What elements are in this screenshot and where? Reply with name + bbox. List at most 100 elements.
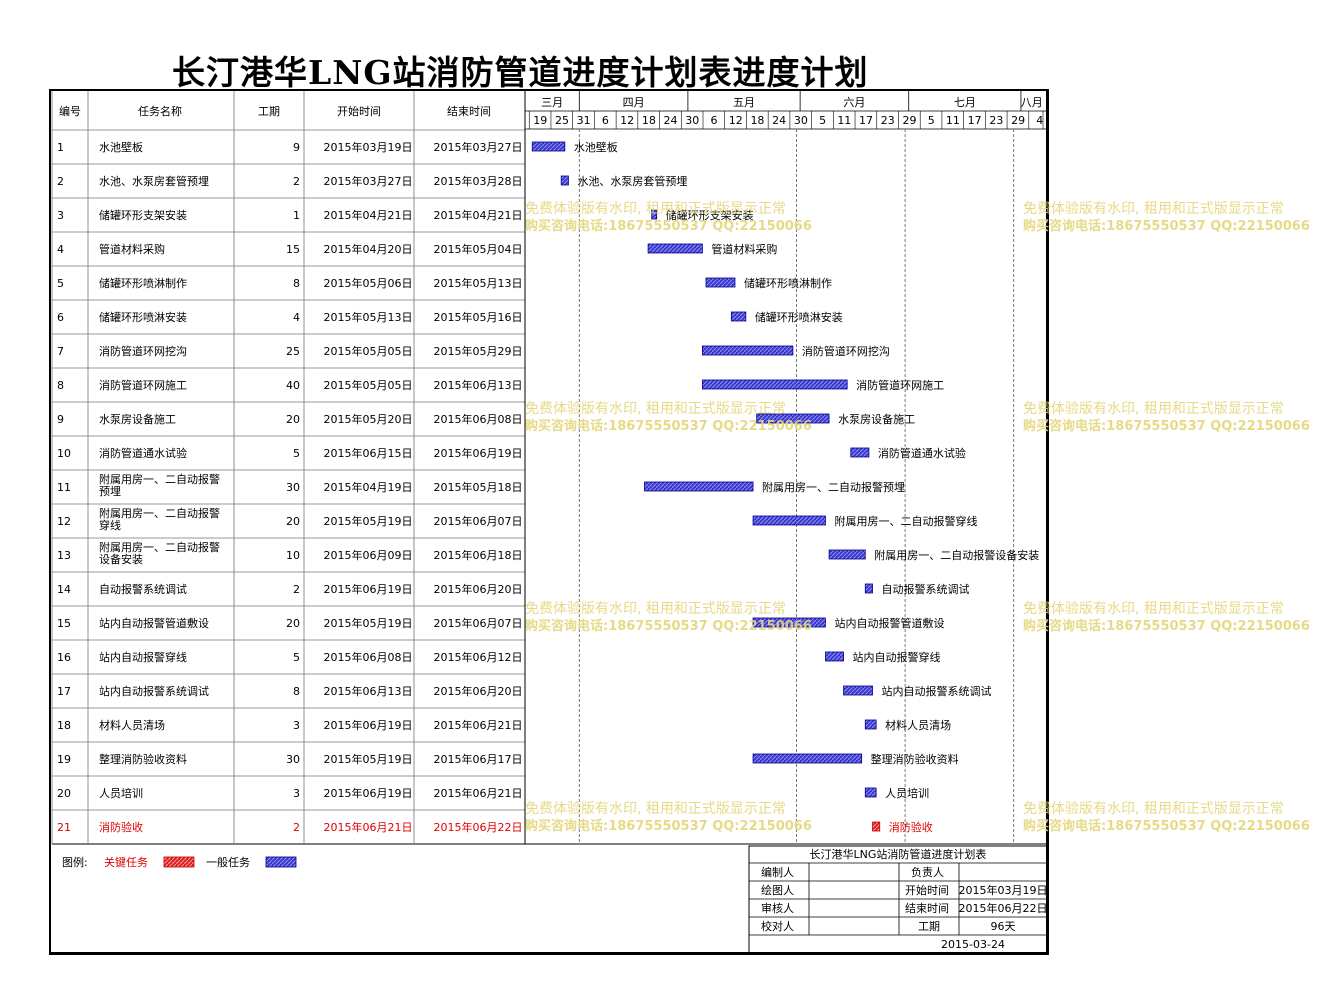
task-duration: 8 [293, 277, 300, 290]
task-duration: 20 [286, 413, 300, 426]
task-start: 2015年05月19日 [324, 514, 413, 528]
task-start: 2015年03月27日 [324, 174, 413, 188]
week-tick-label: 4 [1036, 114, 1043, 127]
task-bar-label: 管道材料采购 [711, 242, 777, 256]
task-name: 储罐环形喷淋安装 [99, 310, 187, 324]
task-bar-label: 消防管道环网施工 [856, 378, 944, 392]
task-end: 2015年05月04日 [434, 242, 523, 256]
task-bar [560, 175, 569, 186]
task-bar [864, 787, 877, 798]
legend: 图例: 关键任务 一般任务 [62, 855, 297, 869]
task-bar [864, 583, 873, 594]
legend-normal-swatch [265, 856, 297, 868]
task-start: 2015年06月09日 [324, 548, 413, 562]
task-end: 2015年04月21日 [434, 208, 523, 222]
task-id: 21 [57, 821, 71, 834]
task-bar [872, 821, 881, 832]
task-duration: 3 [293, 719, 300, 732]
task-duration: 5 [293, 447, 300, 460]
task-start: 2015年05月05日 [324, 378, 413, 392]
week-tick-label: 29 [1011, 114, 1025, 127]
task-bar-label: 储罐环形支架安装 [666, 208, 754, 222]
task-duration: 2 [293, 583, 300, 596]
task-name: 站内自动报警系统调试 [99, 684, 209, 698]
task-bar [644, 481, 754, 492]
task-bar-label: 储罐环形喷淋制作 [744, 276, 832, 290]
task-bar-label: 消防管道通水试验 [878, 446, 966, 460]
week-tick-label: 23 [989, 114, 1003, 127]
week-tick-label: 6 [711, 114, 718, 127]
task-bar [651, 209, 658, 220]
info-duration: 96天 [991, 920, 1016, 933]
legend-critical-swatch [163, 856, 195, 868]
task-duration: 4 [293, 311, 300, 324]
task-bar-label: 附属用房一、二自动报警设备安装 [874, 548, 1039, 562]
task-duration: 5 [293, 651, 300, 664]
task-name: 消防验收 [99, 820, 143, 834]
task-duration: 2 [293, 175, 300, 188]
task-duration: 10 [286, 549, 300, 562]
info-start: 2015年03月19日 [959, 883, 1048, 897]
task-name: 材料人员清场 [99, 718, 165, 732]
task-id: 20 [57, 787, 71, 800]
task-duration: 25 [286, 345, 300, 358]
week-tick-label: 5 [928, 114, 935, 127]
task-start: 2015年05月20日 [324, 412, 413, 426]
task-id: 8 [57, 379, 64, 392]
week-tick-label: 17 [968, 114, 982, 127]
task-id: 1 [57, 141, 64, 154]
task-end: 2015年03月28日 [434, 174, 523, 188]
week-tick-label: 19 [533, 114, 547, 127]
page-title: 长汀港华LNG站消防管道进度计划表进度计划 [172, 53, 869, 92]
task-name: 水池壁板 [99, 140, 143, 154]
task-bar [701, 379, 848, 390]
task-bar [752, 515, 826, 526]
task-bar [756, 413, 830, 424]
task-end: 2015年06月21日 [434, 786, 523, 800]
task-id: 2 [57, 175, 64, 188]
info-start-label: 开始时间 [905, 883, 949, 897]
task-id: 4 [57, 243, 64, 256]
task-id: 10 [57, 447, 71, 460]
task-start: 2015年06月19日 [324, 786, 413, 800]
task-id: 16 [57, 651, 71, 664]
week-tick-label: 5 [819, 114, 826, 127]
task-end: 2015年06月13日 [434, 378, 523, 392]
task-start: 2015年05月05日 [324, 344, 413, 358]
task-id: 17 [57, 685, 71, 698]
task-id: 11 [57, 481, 71, 494]
task-duration: 20 [286, 515, 300, 528]
info-owner-label: 负责人 [911, 865, 944, 879]
month-label: 六月 [843, 96, 865, 109]
task-bar-label: 人员培训 [885, 786, 929, 800]
task-start: 2015年05月06日 [324, 276, 413, 290]
task-end: 2015年05月29日 [434, 344, 523, 358]
info-box: 长汀港华LNG站消防管道进度计划表 编制人 负责人 绘图人 开始时间 2015年… [748, 845, 1048, 955]
task-start: 2015年04月21日 [324, 208, 413, 222]
task-duration: 40 [286, 379, 300, 392]
task-id: 19 [57, 753, 71, 766]
month-label: 八月 [1021, 96, 1043, 109]
task-bar-label: 附属用房一、二自动报警预埋 [762, 480, 905, 494]
task-bar [701, 345, 794, 356]
task-bar-label: 站内自动报警系统调试 [882, 684, 992, 698]
task-start: 2015年06月19日 [324, 582, 413, 596]
task-bar [647, 243, 703, 254]
task-start: 2015年05月19日 [324, 752, 413, 766]
info-compiler-label: 编制人 [761, 865, 794, 879]
task-bar [730, 311, 747, 322]
task-start: 2015年04月19日 [324, 480, 413, 494]
week-tick-label: 18 [642, 114, 656, 127]
task-end: 2015年06月21日 [434, 718, 523, 732]
task-bar [531, 141, 566, 152]
task-id: 9 [57, 413, 64, 426]
task-bar-label: 水泵房设备施工 [838, 412, 915, 426]
task-bar-label: 消防管道环网挖沟 [802, 344, 890, 358]
task-end: 2015年06月07日 [434, 514, 523, 528]
task-name: 储罐环形支架安装 [99, 208, 187, 222]
task-bar-label: 储罐环形喷淋安装 [755, 310, 843, 324]
task-name: 附属用房一、二自动报警设备安装 [99, 540, 220, 566]
task-name: 站内自动报警管道敷设 [99, 616, 209, 630]
task-id: 15 [57, 617, 71, 630]
week-tick-label: 12 [620, 114, 634, 127]
